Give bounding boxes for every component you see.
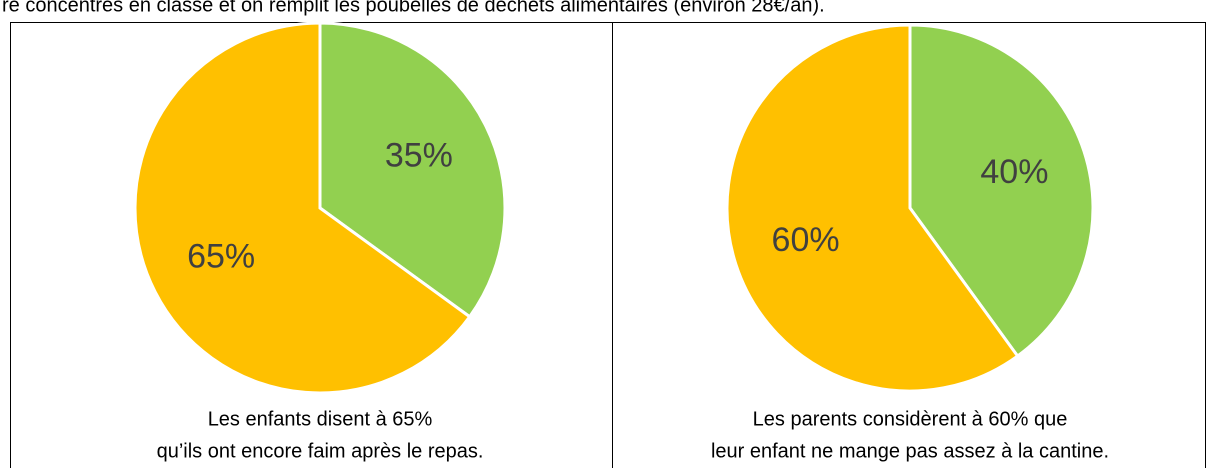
pie-slice [133,21,472,395]
slice-label: 65% [187,237,255,275]
pie-slice [908,23,1095,359]
pie-slice [318,21,507,319]
pie-slice [725,23,1020,393]
caption: qu’ils ont encore faim après le repas. [157,440,484,462]
slice-label: 35% [385,137,453,175]
slice-label: 60% [772,221,840,259]
table-border [10,22,1206,473]
caption: Les parents considèrent à 60% que [753,408,1068,430]
slice-label: 40% [980,153,1048,191]
caption: leur enfant ne mange pas assez à la cant… [711,440,1109,462]
caption: Les enfants disent à 65% [208,408,433,430]
intro-text: re concentrés en classe et on remplit le… [2,0,825,16]
